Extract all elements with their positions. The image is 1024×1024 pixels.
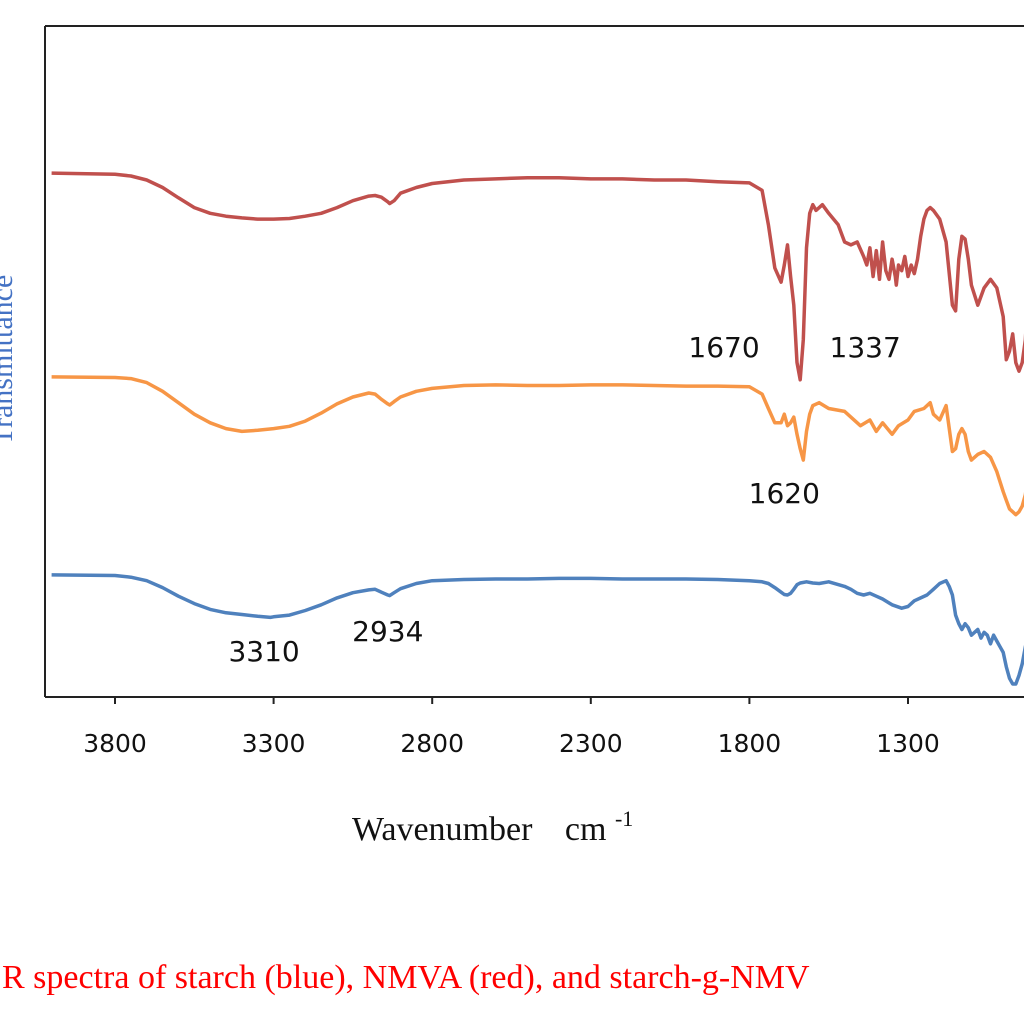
x-axis-unit-exponent: -1 — [615, 806, 633, 831]
plot-area: 1670 1337 1620 3310 2934 3800 3300 2800 2300 180… — [44, 25, 1024, 758]
series-layer — [51, 171, 1024, 686]
x-axis-title-text: Wavenumber — [352, 811, 533, 848]
peak-label-2934: 2934 — [352, 615, 423, 648]
peak-label-1620: 1620 — [749, 477, 820, 510]
figure-caption: R spectra of starch (blue), NMVA (red), … — [2, 959, 810, 996]
x-axis-ticks: 3800 3300 2800 2300 1800 1300 — [83, 697, 940, 758]
y-axis-label-fragment: Transmittance — [0, 275, 19, 446]
peak-label-3310: 3310 — [228, 635, 299, 668]
svg-text:Wavenumber cm -1: Wavenumber cm -1 — [352, 806, 633, 848]
x-tick-label-1300: 1300 — [876, 729, 940, 758]
spectrum-line-1 — [51, 171, 1024, 382]
peak-label-1670: 1670 — [688, 331, 759, 364]
x-tick-label-1800: 1800 — [718, 729, 782, 758]
spectrum-line-3 — [51, 573, 1024, 686]
x-axis-title: Wavenumber cm -1 — [352, 806, 633, 848]
x-tick-label-3800: 3800 — [83, 729, 147, 758]
annotation-layer: 1670 1337 1620 3310 2934 — [228, 331, 900, 668]
x-tick-label-2300: 2300 — [559, 729, 623, 758]
x-axis-unit: cm — [565, 811, 607, 848]
spectrum-line-2 — [51, 375, 1024, 517]
peak-label-1337: 1337 — [830, 331, 901, 364]
x-tick-label-3300: 3300 — [242, 729, 306, 758]
x-tick-label-2800: 2800 — [400, 729, 464, 758]
